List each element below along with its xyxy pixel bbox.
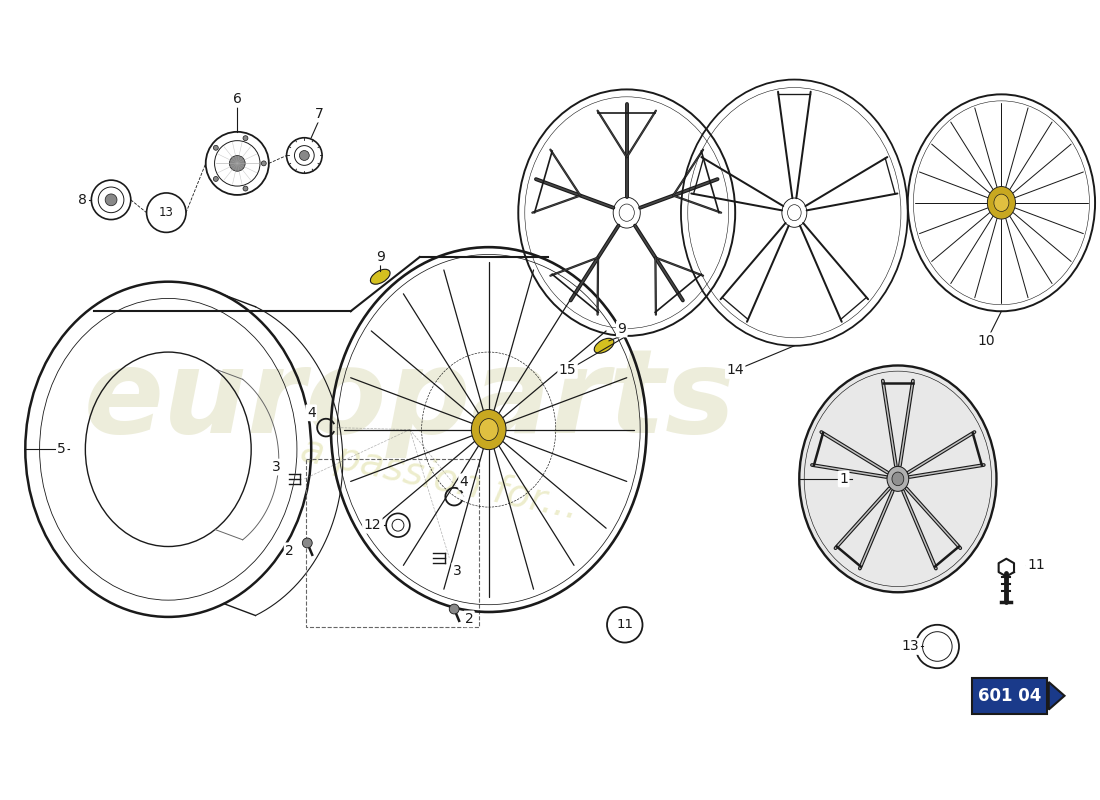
Ellipse shape (371, 270, 390, 284)
Text: 11: 11 (1027, 558, 1045, 572)
Text: 601 04: 601 04 (978, 686, 1041, 705)
Text: 7: 7 (315, 107, 323, 121)
Ellipse shape (988, 186, 1015, 219)
Text: europarts: europarts (84, 342, 736, 458)
Text: 1: 1 (839, 472, 848, 486)
Circle shape (243, 136, 248, 141)
Text: 9: 9 (376, 250, 385, 264)
Text: 2: 2 (285, 544, 294, 558)
Circle shape (449, 604, 459, 614)
Circle shape (213, 177, 218, 182)
Circle shape (299, 150, 309, 161)
Text: 9: 9 (617, 322, 626, 336)
Text: 14: 14 (726, 363, 744, 378)
Text: 3: 3 (453, 563, 462, 578)
Ellipse shape (887, 466, 909, 491)
Text: 4: 4 (460, 475, 469, 489)
Circle shape (262, 161, 266, 166)
Circle shape (302, 538, 312, 548)
Ellipse shape (994, 194, 1009, 211)
Text: 3: 3 (273, 460, 282, 474)
Polygon shape (1048, 682, 1065, 710)
Circle shape (106, 194, 117, 206)
Ellipse shape (594, 338, 614, 354)
Text: 13: 13 (902, 639, 920, 654)
Ellipse shape (892, 472, 904, 486)
Text: 11: 11 (616, 618, 634, 631)
Text: 6: 6 (233, 92, 242, 106)
Circle shape (243, 186, 248, 191)
Text: 12: 12 (363, 518, 382, 532)
Bar (306, 459, 478, 626)
FancyBboxPatch shape (971, 678, 1047, 714)
Text: 4: 4 (307, 406, 316, 420)
Circle shape (230, 155, 245, 171)
Ellipse shape (480, 418, 498, 441)
Text: a passion for...: a passion for... (297, 431, 582, 527)
Text: 8: 8 (78, 193, 87, 207)
Circle shape (213, 146, 218, 150)
Text: 2: 2 (464, 612, 473, 626)
Polygon shape (800, 366, 997, 592)
Ellipse shape (471, 410, 506, 450)
Text: 15: 15 (559, 363, 576, 378)
Text: 13: 13 (158, 206, 174, 219)
Text: 10: 10 (978, 334, 996, 348)
Text: 5: 5 (57, 442, 66, 456)
